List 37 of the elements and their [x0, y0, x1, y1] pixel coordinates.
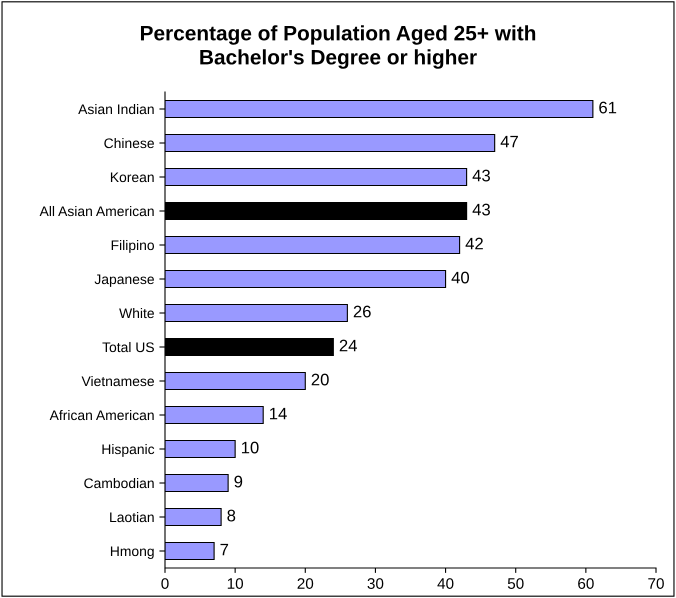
y-tick-label: Asian Indian	[78, 104, 154, 114]
data-label: 24	[340, 340, 357, 352]
y-tick-label: Hispanic	[102, 444, 154, 457]
x-tick-label: 60	[578, 578, 594, 589]
y-tick-label: Cambodian	[84, 478, 154, 488]
y-tick-label: Japanese	[94, 274, 154, 287]
y-tick-label: African American	[50, 410, 154, 420]
x-tick-label: 0	[161, 578, 169, 589]
data-label: 43	[472, 204, 490, 216]
x-tick-label: 10	[228, 578, 244, 589]
data-label: 43	[472, 170, 490, 182]
y-tick-label: White	[119, 308, 154, 318]
y-tick-label: Total US	[102, 342, 154, 352]
x-tick-label: 20	[298, 578, 314, 589]
x-tick-label: 50	[508, 578, 524, 589]
data-label: 8	[227, 510, 236, 522]
chart-title: Percentage of Population Aged 25+ with Bachelor's Degree or higher	[140, 25, 536, 69]
data-label: 47	[500, 136, 518, 148]
data-label: 42	[466, 238, 483, 250]
x-tick-label: 40	[437, 578, 454, 589]
y-tick-label: Korean	[110, 172, 154, 182]
y-tick-label: Laotian	[110, 512, 154, 522]
y-tick-label: Chinese	[104, 138, 154, 148]
data-label: 40	[452, 272, 470, 284]
data-label: 7	[220, 544, 228, 556]
y-tick-label: Vietnamese	[82, 376, 154, 386]
y-tick-label: Hmong	[110, 546, 154, 559]
data-label: 61	[599, 102, 616, 114]
data-label: 26	[354, 306, 371, 318]
x-tick-label: 70	[648, 578, 664, 589]
data-label: 20	[312, 374, 329, 386]
data-label: 9	[234, 476, 242, 488]
y-tick-label: Filipino	[112, 240, 154, 253]
data-label: 10	[242, 442, 259, 454]
data-label: 14	[270, 408, 287, 420]
y-tick-label: All Asian American	[40, 206, 154, 216]
x-tick-label: 30	[368, 578, 384, 589]
